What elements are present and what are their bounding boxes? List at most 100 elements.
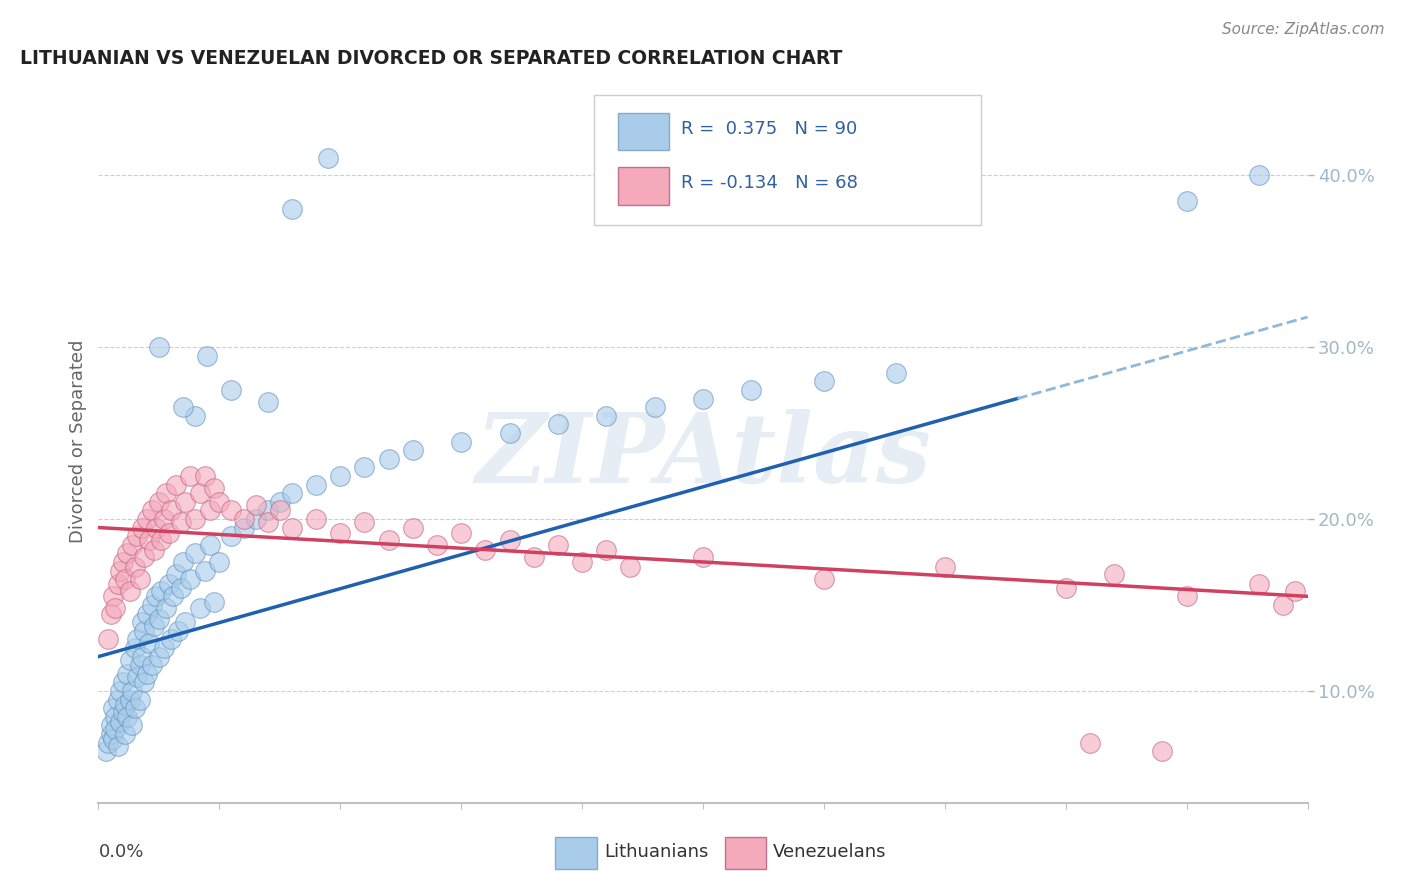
Point <box>104 722 127 736</box>
Point <box>316 151 339 165</box>
Point <box>114 698 136 712</box>
Point <box>135 607 157 621</box>
Point <box>117 710 139 724</box>
Point <box>121 684 143 698</box>
Point <box>232 520 254 534</box>
Point <box>97 735 120 749</box>
Point <box>221 503 243 517</box>
Point <box>117 666 139 681</box>
Point <box>329 469 352 483</box>
Point <box>111 555 134 569</box>
Point <box>305 512 328 526</box>
Point <box>184 512 207 526</box>
Point <box>167 624 190 638</box>
Point <box>141 503 163 517</box>
Point <box>127 632 149 647</box>
Point <box>245 512 267 526</box>
Point <box>1175 194 1198 208</box>
Text: Source: ZipAtlas.com: Source: ZipAtlas.com <box>1222 22 1385 37</box>
Point <box>148 340 170 354</box>
Point <box>165 477 187 491</box>
Point <box>474 542 496 557</box>
Point <box>157 577 180 591</box>
FancyBboxPatch shape <box>724 838 766 870</box>
Point <box>134 549 156 564</box>
Point <box>148 649 170 664</box>
Point <box>169 581 191 595</box>
Point <box>208 555 231 569</box>
Point <box>131 520 153 534</box>
Point <box>692 392 714 406</box>
Point <box>155 601 177 615</box>
FancyBboxPatch shape <box>619 112 669 151</box>
Point <box>141 658 163 673</box>
Point <box>121 718 143 732</box>
Point <box>131 615 153 630</box>
Point <box>162 590 184 604</box>
Point <box>208 494 231 508</box>
Point <box>179 469 201 483</box>
Point <box>204 594 226 608</box>
Point <box>128 692 150 706</box>
Point <box>1284 584 1306 599</box>
Point <box>118 584 141 599</box>
Point <box>377 451 399 466</box>
Point <box>281 202 304 217</box>
Point <box>221 529 243 543</box>
Point <box>188 486 211 500</box>
Point <box>135 666 157 681</box>
Point <box>100 718 122 732</box>
Point <box>547 417 569 432</box>
Point <box>124 640 146 655</box>
Point <box>886 366 908 380</box>
Point <box>111 705 134 719</box>
Point <box>1152 744 1174 758</box>
Point <box>174 494 197 508</box>
Point <box>256 503 278 517</box>
Point <box>195 349 218 363</box>
Point <box>619 560 641 574</box>
Point <box>124 560 146 574</box>
Point <box>114 727 136 741</box>
Point <box>281 520 304 534</box>
Point <box>108 564 131 578</box>
Point <box>426 538 449 552</box>
Point <box>118 653 141 667</box>
Point <box>188 601 211 615</box>
Point <box>141 598 163 612</box>
Point <box>104 710 127 724</box>
Text: Lithuanians: Lithuanians <box>603 843 709 861</box>
Point <box>269 494 291 508</box>
Point <box>124 701 146 715</box>
Point <box>221 383 243 397</box>
Point <box>305 477 328 491</box>
Point <box>108 684 131 698</box>
Point <box>101 732 124 747</box>
Point <box>172 555 194 569</box>
Point <box>194 469 217 483</box>
Point <box>184 546 207 560</box>
Point <box>402 520 425 534</box>
Point <box>595 542 617 557</box>
Point <box>813 375 835 389</box>
Point <box>107 692 129 706</box>
Point <box>1272 598 1295 612</box>
Point <box>353 460 375 475</box>
Point <box>692 549 714 564</box>
Point <box>1078 735 1101 749</box>
Point <box>134 624 156 638</box>
Point <box>107 577 129 591</box>
Text: R =  0.375   N = 90: R = 0.375 N = 90 <box>682 120 858 138</box>
Point <box>281 486 304 500</box>
Point <box>128 658 150 673</box>
Point <box>100 607 122 621</box>
Point <box>184 409 207 423</box>
Point <box>150 584 173 599</box>
Point <box>118 692 141 706</box>
Point <box>138 636 160 650</box>
Point <box>547 538 569 552</box>
Point <box>498 425 520 440</box>
Point <box>1102 567 1125 582</box>
Point <box>145 520 167 534</box>
Point <box>134 675 156 690</box>
